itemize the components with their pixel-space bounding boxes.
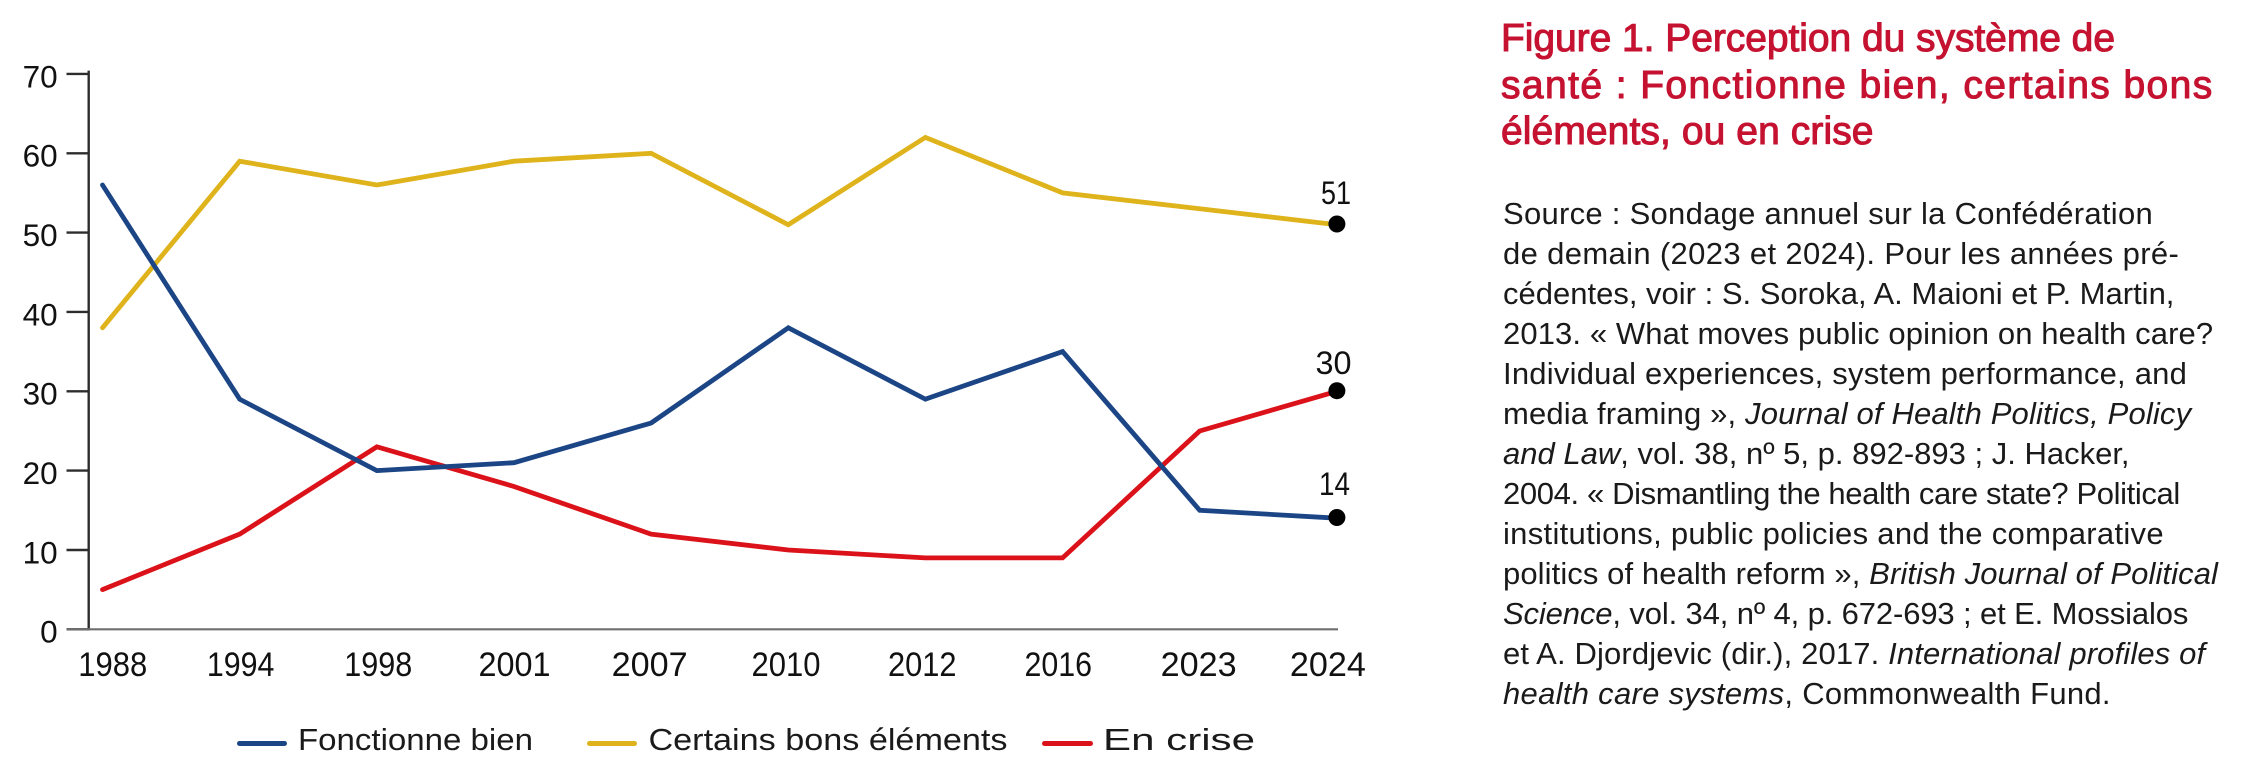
svg-text:30: 30 (1316, 345, 1352, 381)
svg-text:10: 10 (23, 534, 58, 570)
svg-text:20: 20 (23, 455, 58, 491)
svg-text:1998: 1998 (344, 646, 412, 684)
svg-text:2010: 2010 (752, 646, 821, 684)
svg-text:2023: 2023 (1161, 646, 1237, 684)
svg-text:14: 14 (1319, 466, 1350, 502)
svg-text:2007: 2007 (612, 646, 688, 684)
svg-text:0: 0 (40, 614, 58, 650)
svg-text:51: 51 (1321, 175, 1351, 211)
svg-text:Fonctionne bien: Fonctionne bien (298, 722, 533, 757)
svg-text:1994: 1994 (207, 646, 275, 684)
svg-text:70: 70 (23, 58, 58, 94)
svg-text:30: 30 (23, 376, 58, 412)
svg-text:2012: 2012 (888, 646, 957, 684)
svg-text:40: 40 (23, 296, 58, 332)
svg-text:1988: 1988 (78, 646, 147, 684)
svg-text:2001: 2001 (479, 646, 551, 684)
svg-text:50: 50 (23, 217, 58, 253)
svg-text:60: 60 (23, 138, 58, 174)
svg-text:2024: 2024 (1290, 646, 1366, 684)
svg-text:Certains bons éléments: Certains bons éléments (649, 722, 1008, 757)
svg-text:2016: 2016 (1025, 646, 1093, 684)
svg-text:En crise: En crise (1103, 722, 1255, 757)
